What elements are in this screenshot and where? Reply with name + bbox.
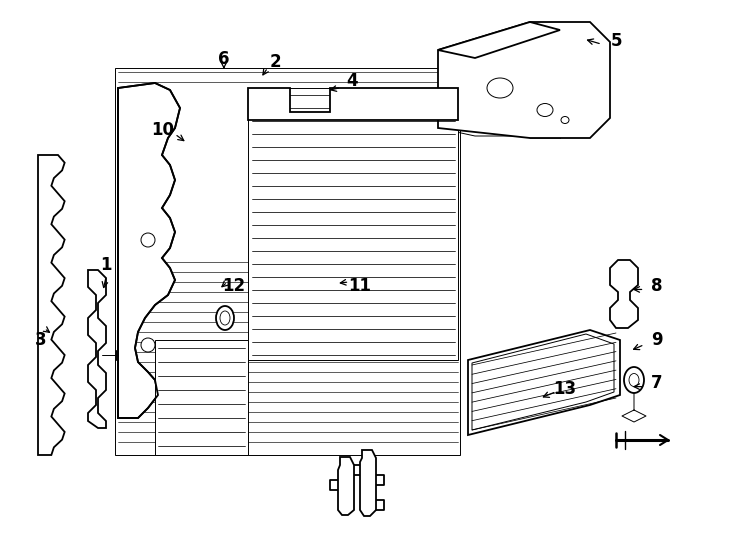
Text: 4: 4 <box>346 72 358 90</box>
Text: 13: 13 <box>553 380 577 398</box>
Polygon shape <box>438 22 560 58</box>
Text: 11: 11 <box>348 277 371 295</box>
Ellipse shape <box>624 367 644 393</box>
Polygon shape <box>468 330 620 435</box>
Polygon shape <box>248 88 458 120</box>
Ellipse shape <box>141 338 155 352</box>
Ellipse shape <box>216 306 234 330</box>
Polygon shape <box>610 260 638 328</box>
Polygon shape <box>248 88 458 360</box>
Polygon shape <box>360 450 376 516</box>
Text: 8: 8 <box>651 277 663 295</box>
Text: 7: 7 <box>651 374 663 393</box>
Polygon shape <box>158 88 375 260</box>
Polygon shape <box>438 22 610 138</box>
Text: 12: 12 <box>222 277 245 295</box>
Text: 3: 3 <box>34 331 46 349</box>
Text: 1: 1 <box>101 255 112 274</box>
Text: 10: 10 <box>151 120 175 139</box>
Text: 2: 2 <box>269 53 281 71</box>
Polygon shape <box>38 155 65 455</box>
Polygon shape <box>115 68 460 455</box>
Polygon shape <box>118 83 180 418</box>
Polygon shape <box>88 270 106 428</box>
Polygon shape <box>155 340 248 455</box>
Ellipse shape <box>141 233 155 247</box>
Text: 6: 6 <box>218 50 230 69</box>
Text: 5: 5 <box>611 31 622 50</box>
Polygon shape <box>338 457 354 515</box>
Text: 9: 9 <box>651 331 663 349</box>
